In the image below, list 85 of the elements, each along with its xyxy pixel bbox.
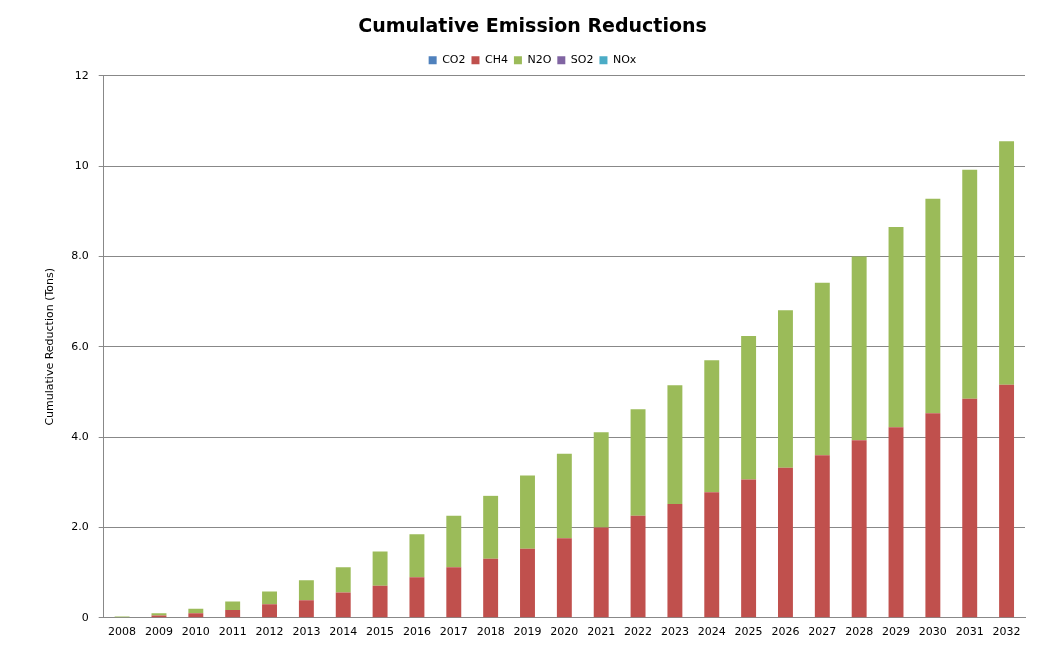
bar bbox=[298, 600, 314, 618]
bar bbox=[409, 577, 425, 618]
y-tick-label: 4.0 bbox=[71, 429, 89, 443]
x-tick-label: 2021 bbox=[587, 625, 616, 639]
bar bbox=[667, 385, 683, 504]
bar bbox=[814, 282, 830, 456]
bar bbox=[483, 495, 499, 559]
bar bbox=[851, 440, 867, 618]
x-tick-label: 2031 bbox=[955, 625, 984, 639]
bar bbox=[446, 567, 462, 618]
bar bbox=[925, 413, 941, 618]
legend-label: CO2 bbox=[442, 53, 466, 67]
bar bbox=[188, 613, 204, 618]
bar bbox=[520, 475, 535, 549]
legend-label: CH4 bbox=[484, 53, 508, 67]
legend-label: N2O bbox=[527, 53, 552, 67]
x-tick-label: 2019 bbox=[513, 625, 542, 639]
x-tick-label: 2029 bbox=[882, 625, 911, 639]
x-tick-label: 2025 bbox=[734, 625, 763, 639]
bar bbox=[225, 601, 241, 611]
x-tick-label: 2032 bbox=[992, 625, 1021, 639]
x-tick-label: 2013 bbox=[292, 625, 321, 639]
legend-label: SO2 bbox=[570, 53, 594, 67]
bar bbox=[999, 141, 1015, 385]
bar bbox=[704, 360, 720, 493]
bar bbox=[372, 585, 388, 618]
x-tick-label: 2009 bbox=[144, 625, 173, 639]
x-tick-label: 2020 bbox=[550, 625, 579, 639]
x-tick-label: 2010 bbox=[181, 625, 210, 639]
bar bbox=[999, 384, 1015, 618]
bar bbox=[814, 455, 830, 618]
bar bbox=[556, 453, 572, 539]
y-tick-label: 8.0 bbox=[71, 249, 89, 263]
x-tick-label: 2023 bbox=[660, 625, 689, 639]
bar bbox=[556, 538, 572, 618]
x-tick-label: 2011 bbox=[218, 625, 247, 639]
x-tick-label: 2017 bbox=[439, 625, 468, 639]
bar bbox=[630, 409, 646, 516]
bar bbox=[704, 492, 720, 618]
x-tick-label: 2016 bbox=[402, 625, 431, 639]
bar bbox=[372, 551, 388, 586]
bar bbox=[262, 604, 277, 618]
bar bbox=[262, 591, 277, 605]
bar bbox=[593, 432, 609, 528]
bar bbox=[741, 479, 757, 618]
x-tick-label: 2022 bbox=[624, 625, 653, 639]
y-tick-label: 6.0 bbox=[71, 339, 89, 353]
bar bbox=[446, 515, 462, 568]
bar bbox=[962, 169, 978, 399]
bar bbox=[335, 567, 351, 593]
y-axis-title: Cumulative Reduction (Tons) bbox=[43, 267, 57, 426]
bar bbox=[962, 398, 978, 618]
y-tick-label: 2.0 bbox=[71, 520, 89, 534]
bar bbox=[335, 592, 351, 618]
bar bbox=[888, 427, 904, 618]
x-tick-label: 2024 bbox=[697, 625, 726, 639]
bar bbox=[225, 610, 241, 618]
x-tick-label: 2008 bbox=[108, 625, 137, 639]
bar bbox=[188, 608, 204, 614]
bar bbox=[741, 335, 757, 480]
x-tick-label: 2015 bbox=[366, 625, 395, 639]
bar bbox=[667, 503, 683, 618]
bar bbox=[888, 227, 904, 428]
x-tick-label: 2012 bbox=[255, 625, 284, 639]
x-tick-label: 2018 bbox=[476, 625, 505, 639]
x-tick-label: 2028 bbox=[845, 625, 874, 639]
y-tick-label: 10 bbox=[74, 158, 89, 172]
bar bbox=[298, 580, 314, 601]
x-tick-label: 2030 bbox=[918, 625, 947, 639]
bar bbox=[851, 256, 867, 441]
y-tick-label: 12 bbox=[74, 68, 89, 82]
x-tick-label: 2027 bbox=[808, 625, 837, 639]
bar bbox=[925, 198, 941, 414]
bar bbox=[593, 527, 609, 618]
bar bbox=[409, 534, 425, 578]
x-tick-label: 2014 bbox=[329, 625, 358, 639]
bar bbox=[483, 558, 499, 618]
y-tick-label: 0 bbox=[81, 610, 89, 624]
chart-title: Cumulative Emission Reductions bbox=[358, 14, 707, 37]
x-tick-label: 2026 bbox=[771, 625, 800, 639]
bar bbox=[778, 467, 793, 618]
bar bbox=[520, 548, 535, 618]
legend-label: NOx bbox=[612, 53, 637, 67]
bar bbox=[778, 310, 793, 468]
bar bbox=[630, 515, 646, 618]
